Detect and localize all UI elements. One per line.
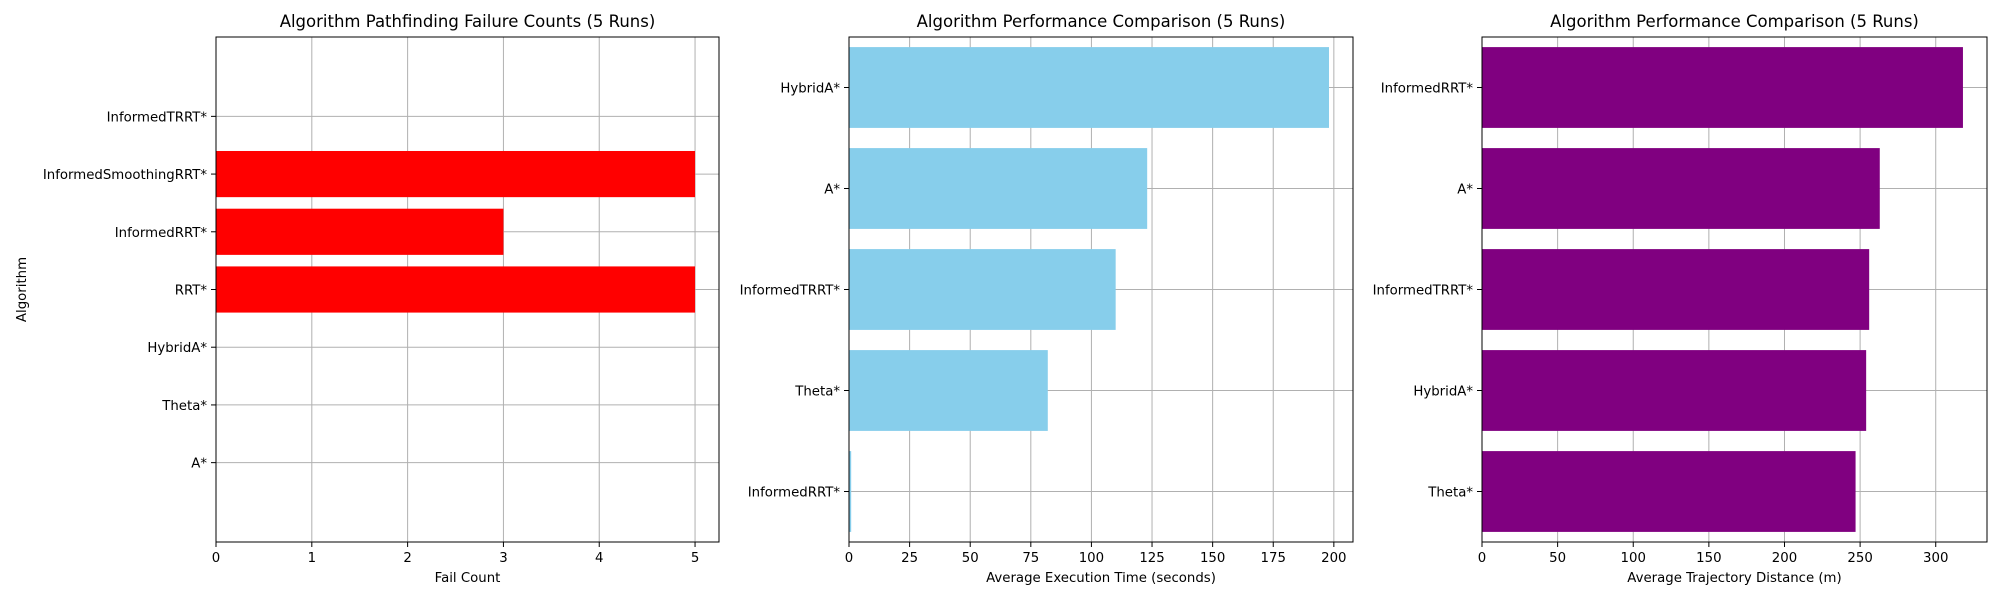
bar xyxy=(1482,451,1856,532)
failure-count-chart: Algorithm Pathfinding Failure Counts (5 … xyxy=(15,12,720,586)
axes-frame xyxy=(848,36,1354,543)
x-tick-label: 1 xyxy=(308,551,316,566)
bar xyxy=(216,208,504,255)
x-tick-label: 100 xyxy=(1079,551,1104,566)
execution-time-chart: Algorithm Performance Comparison (5 Runs… xyxy=(740,12,1354,586)
x-tick-label: 25 xyxy=(901,551,918,566)
x-tick-label: 250 xyxy=(1847,551,1872,566)
bar xyxy=(849,148,1148,229)
y-tick-label: Theta* xyxy=(1427,486,1473,501)
bar xyxy=(1482,47,1963,128)
x-tick-label: 3 xyxy=(499,551,507,566)
y-tick-label: InformedRRT* xyxy=(1381,82,1474,97)
x-tick-label: 5 xyxy=(691,551,699,566)
bar xyxy=(1482,148,1880,229)
x-tick-label: 100 xyxy=(1621,551,1646,566)
x-tick-label: 175 xyxy=(1261,551,1286,566)
bar xyxy=(849,451,852,532)
y-tick-label: A* xyxy=(1457,183,1473,198)
chart-title: Algorithm Pathfinding Failure Counts (5 … xyxy=(280,12,656,31)
axes-frame xyxy=(1481,36,1988,543)
x-axis-label: Fail Count xyxy=(435,571,501,586)
x-axis-label: Average Trajectory Distance (m) xyxy=(1627,571,1841,586)
y-tick-label: Theta* xyxy=(794,385,840,400)
bars xyxy=(216,150,696,313)
x-tick-label: 2 xyxy=(403,551,411,566)
x-tick-label: 50 xyxy=(1549,551,1566,566)
y-tick-label: InformedSmoothingRRT* xyxy=(43,168,207,183)
y-tick-label: InformedTRRT* xyxy=(740,284,841,299)
x-axis-label: Average Execution Time (seconds) xyxy=(986,571,1216,586)
x-tick-label: 50 xyxy=(962,551,979,566)
y-tick-label: InformedTRRT* xyxy=(107,110,208,125)
x-tick-label: 200 xyxy=(1772,551,1797,566)
x-tick-label: 0 xyxy=(1478,551,1486,566)
y-tick-label: A* xyxy=(824,183,840,198)
y-tick-label: RRT* xyxy=(175,284,208,299)
x-tick-label: 150 xyxy=(1696,551,1721,566)
y-tick-label: HybridA* xyxy=(1413,385,1473,400)
bar xyxy=(849,249,1116,330)
y-tick-label: InformedRRT* xyxy=(115,226,208,241)
axes-frame xyxy=(215,36,720,543)
bar xyxy=(216,266,696,313)
bars xyxy=(1482,47,1963,532)
chart-title: Algorithm Performance Comparison (5 Runs… xyxy=(1550,12,1919,31)
trajectory-distance-chart: Algorithm Performance Comparison (5 Runs… xyxy=(1373,12,1988,586)
bars xyxy=(849,47,1329,532)
x-tick-label: 75 xyxy=(1022,551,1039,566)
bar xyxy=(849,350,1048,431)
x-tick-label: 0 xyxy=(212,551,220,566)
y-tick-label: Theta* xyxy=(161,399,207,414)
y-tick-label: InformedRRT* xyxy=(748,486,841,501)
bar xyxy=(216,150,696,198)
y-tick-label: HybridA* xyxy=(780,82,840,97)
x-tick-label: 200 xyxy=(1321,551,1346,566)
y-axis-label: Algorithm xyxy=(15,257,30,322)
y-tick-label: A* xyxy=(191,457,207,472)
bar xyxy=(849,47,1329,128)
x-tick-label: 0 xyxy=(845,551,853,566)
x-tick-label: 125 xyxy=(1139,551,1164,566)
y-tick-label: InformedTRRT* xyxy=(1373,284,1474,299)
x-tick-label: 150 xyxy=(1200,551,1225,566)
x-tick-label: 4 xyxy=(595,551,603,566)
chart-title: Algorithm Performance Comparison (5 Runs… xyxy=(917,12,1286,31)
y-tick-label: HybridA* xyxy=(147,341,207,356)
bar xyxy=(1482,249,1870,330)
bar xyxy=(1482,350,1867,431)
x-tick-label: 300 xyxy=(1923,551,1948,566)
